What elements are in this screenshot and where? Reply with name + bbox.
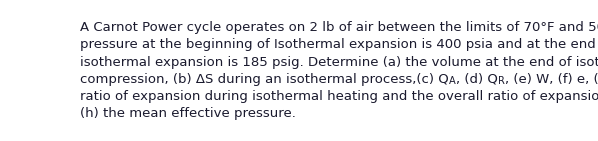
Text: , (e) W, (f) e, (g) the: , (e) W, (f) e, (g) the [505, 73, 598, 86]
Text: isothermal expansion is 185 psig. Determine (a) the volume at the end of isother: isothermal expansion is 185 psig. Determ… [80, 56, 598, 69]
Text: (h) the mean effective pressure.: (h) the mean effective pressure. [80, 107, 296, 120]
Text: , (d) Q: , (d) Q [456, 73, 498, 86]
Text: ratio of expansion during isothermal heating and the overall ratio of expansion,: ratio of expansion during isothermal hea… [80, 90, 598, 103]
Text: A: A [449, 76, 456, 86]
Text: pressure at the beginning of Isothermal expansion is 400 psia and at the end of: pressure at the beginning of Isothermal … [80, 38, 598, 51]
Text: A Carnot Power cycle operates on 2 lb of air between the limits of 70°F and 500°: A Carnot Power cycle operates on 2 lb of… [80, 21, 598, 34]
Text: R: R [498, 76, 505, 86]
Text: compression, (b) ΔS during an isothermal process,(c) Q: compression, (b) ΔS during an isothermal… [80, 73, 449, 86]
